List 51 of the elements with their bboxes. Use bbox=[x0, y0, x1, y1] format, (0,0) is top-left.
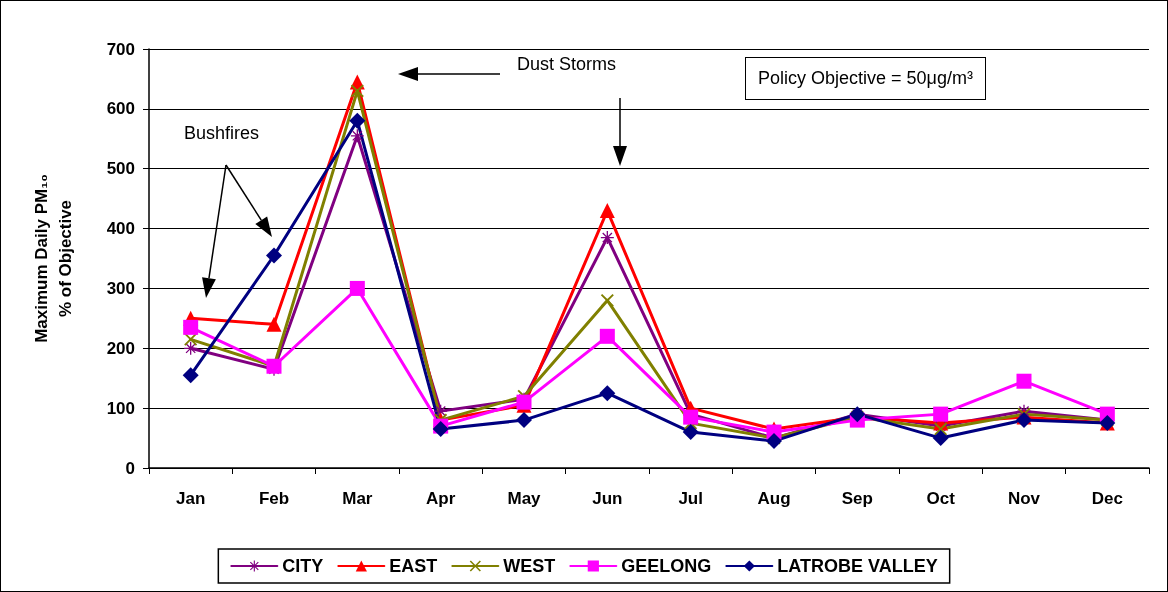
legend-label: EAST bbox=[389, 556, 438, 576]
x-tick-label: Sep bbox=[841, 489, 873, 508]
point bbox=[599, 328, 615, 344]
y-tick-label: 400 bbox=[106, 219, 135, 239]
legend-label: WEST bbox=[503, 556, 556, 576]
y-tick-label: 100 bbox=[106, 398, 135, 418]
x-tick-label: Dec bbox=[1091, 489, 1123, 508]
point bbox=[349, 112, 366, 129]
point bbox=[350, 84, 364, 98]
point bbox=[349, 280, 365, 296]
x-tick-label: Oct bbox=[926, 489, 956, 508]
y-tick-label: 500 bbox=[106, 159, 135, 179]
point bbox=[266, 316, 282, 332]
point bbox=[600, 293, 614, 307]
y-tick-label: 0 bbox=[125, 458, 135, 478]
point bbox=[599, 385, 616, 402]
point bbox=[599, 203, 615, 219]
x-tick-label: Apr bbox=[426, 489, 456, 508]
y-tick-label: 700 bbox=[106, 39, 135, 59]
x-tick-label: Aug bbox=[757, 489, 791, 508]
x-tick-label: Mar bbox=[342, 489, 373, 508]
x-tick-label: Feb bbox=[258, 489, 290, 508]
point bbox=[682, 424, 699, 441]
annotation: Bushfires bbox=[184, 123, 260, 144]
point bbox=[350, 129, 364, 143]
point bbox=[932, 430, 949, 447]
annotation: Policy Objective = 50μg/m³ bbox=[745, 57, 986, 100]
x-tick-label: Nov bbox=[1007, 489, 1041, 508]
legend-label: CITY bbox=[282, 556, 324, 576]
point bbox=[600, 231, 614, 245]
point bbox=[766, 433, 782, 450]
x-tick-label: Jul bbox=[678, 489, 703, 508]
y-axis-title: Maximum Daily PM₁₀ % of Objective bbox=[31, 174, 75, 343]
x-tick-label: Jun bbox=[592, 489, 623, 508]
point bbox=[516, 412, 532, 429]
x-tick-label: May bbox=[507, 489, 542, 508]
point bbox=[266, 247, 282, 264]
annotation: Dust Storms bbox=[517, 54, 617, 75]
y-tick-label: 300 bbox=[106, 278, 135, 298]
point bbox=[683, 409, 699, 425]
point bbox=[183, 319, 199, 335]
legend-label: GEELONG bbox=[621, 556, 712, 576]
point bbox=[1016, 412, 1032, 429]
point bbox=[1016, 373, 1032, 389]
y-tick-label: 600 bbox=[106, 99, 135, 119]
point bbox=[933, 406, 949, 422]
x-tick-label: Jan bbox=[176, 489, 206, 508]
point bbox=[432, 421, 449, 438]
legend-label: LATROBE VALLEY bbox=[777, 556, 938, 576]
y-tick-label: 200 bbox=[106, 338, 135, 358]
point bbox=[182, 367, 199, 384]
